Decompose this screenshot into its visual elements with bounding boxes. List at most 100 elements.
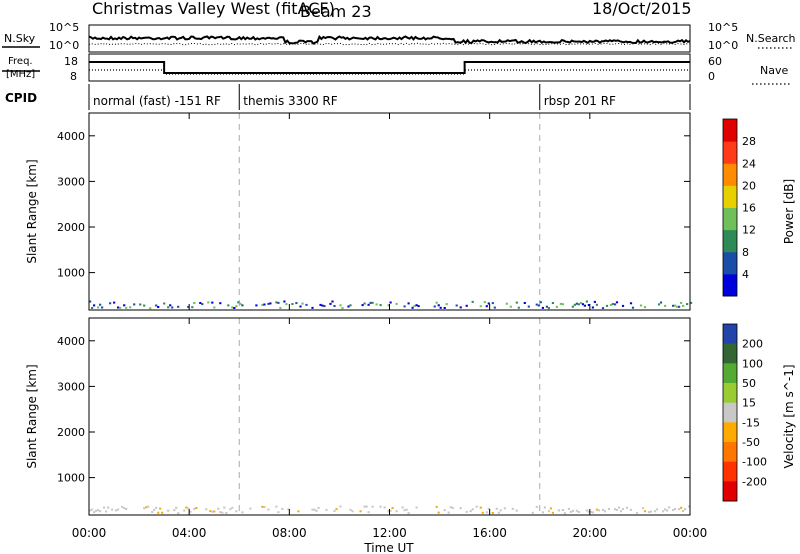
scatter-cell [211, 301, 214, 304]
scatter-cell [535, 303, 538, 306]
scatter-cell [93, 304, 96, 307]
scatter-cell [593, 300, 596, 303]
colorbar-tick-label: 4 [742, 268, 749, 281]
scatter-cell [601, 307, 605, 310]
scatter-cell [571, 305, 574, 308]
scatter-cell [231, 306, 234, 309]
y-tick-label: 1000 [57, 267, 85, 280]
freq-tick-high: 18 [64, 55, 78, 68]
scatter-cell [537, 304, 540, 307]
scatter-cell [329, 302, 332, 305]
scatter-cell [371, 301, 374, 304]
scatter-cell [643, 306, 647, 309]
colorbar-segment [723, 185, 737, 208]
scatter-cell [471, 300, 474, 303]
scatter-cell [339, 304, 342, 307]
scatter-cell [445, 303, 448, 306]
noise-left-tick-high: 10^5 [49, 21, 79, 34]
scatter-cell [267, 302, 270, 305]
scatter-cell [157, 306, 160, 308]
scatter-cell [389, 301, 392, 304]
scatter-cell [583, 304, 586, 307]
power-panel: 1000 2000 3000 4000 Slant Range [km] 4 8 12 16 20… [25, 112, 796, 311]
scatter-cell [615, 301, 619, 304]
scatter-cell [611, 303, 615, 305]
freq-panel: Freq. [MHz] 18 8 60 0 Nave [2, 53, 790, 85]
scatter-cell [577, 303, 580, 306]
colorbar-tick-label: 20 [742, 179, 756, 192]
y-tick-label: 2000 [57, 221, 85, 234]
scatter-cell [207, 301, 210, 304]
scatter-cell [491, 302, 494, 305]
scatter-cell [664, 304, 667, 307]
scatter-cell [523, 302, 526, 304]
y-axis-label: Slant Range [km] [25, 159, 39, 263]
scatter-cell [639, 304, 643, 307]
scatter-cell [361, 304, 364, 307]
scatter-cell [295, 302, 298, 305]
scatter-cell [155, 304, 158, 307]
scatter-cell [187, 305, 190, 308]
scatter-cell [561, 303, 564, 306]
scatter-cell [305, 303, 308, 306]
scatter-cell [527, 305, 530, 308]
scatter-cell [547, 307, 550, 310]
scatter-cell [149, 307, 152, 310]
scatter-cell [555, 305, 558, 308]
scatter-cell [97, 306, 100, 309]
y-tick-label: 4000 [57, 130, 85, 143]
scatter-cell [505, 302, 508, 305]
scatter-cell [435, 301, 438, 304]
scatter-cell [551, 302, 554, 304]
noise-right-label: N.Search [746, 32, 796, 45]
freq-tick-low: 8 [70, 70, 77, 83]
cpid-mode-label: themis 3300 RF [243, 94, 337, 108]
scatter-cell [587, 304, 590, 306]
scatter-cell [455, 304, 458, 307]
scatter-cell [437, 304, 440, 307]
colorbar-label: Power [dB] [782, 179, 796, 244]
scatter-cell [509, 305, 512, 308]
scatter-cell [517, 306, 520, 309]
date-label: 18/Oct/2015 [592, 0, 692, 18]
scatter-cell [323, 305, 326, 308]
scatter-cell [591, 306, 594, 309]
scatter-cell [541, 306, 544, 309]
scatter-cell [261, 304, 264, 306]
scatter-cell [275, 301, 278, 304]
scatter-cell [413, 304, 416, 307]
scatter-cell [219, 302, 222, 305]
scatter-cell [375, 303, 378, 306]
colorbar-tick-label: 28 [742, 135, 756, 148]
scatter-cell [89, 300, 92, 303]
scatter-cell [143, 304, 146, 307]
scatter-cell [109, 302, 112, 305]
scatter-cell [279, 307, 282, 309]
colorbar-segment [723, 229, 737, 253]
cpid-label: CPID [5, 91, 37, 105]
scatter-cell [515, 301, 518, 304]
scatter-cell [113, 301, 116, 304]
colorbar-tick-label: 24 [742, 157, 756, 170]
scatter-cell [241, 304, 244, 307]
scatter-cell [101, 306, 104, 309]
scatter-cell [379, 304, 382, 307]
scatter-cell [411, 306, 414, 309]
scatter-cell [233, 307, 236, 309]
scatter-cell [321, 304, 324, 307]
scatter-cell [609, 303, 613, 306]
cpid-mode-label: normal (fast) -151 RF [93, 94, 221, 108]
scatter-cell [129, 306, 132, 309]
noise-left-tick-low: 10^0 [49, 39, 79, 52]
scatter-cell [573, 303, 576, 306]
scatter-cell [672, 304, 675, 307]
scatter-cell [167, 306, 170, 309]
scatter-cell [311, 306, 314, 309]
noise-sky-line [88, 34, 691, 45]
scatter-cell [690, 301, 693, 304]
scatter-cell [301, 302, 304, 305]
scatter-cell [283, 300, 286, 303]
noise-left-label: N.Sky [4, 32, 36, 45]
scatter-cell [415, 304, 418, 307]
colorbar-segment [723, 207, 737, 231]
